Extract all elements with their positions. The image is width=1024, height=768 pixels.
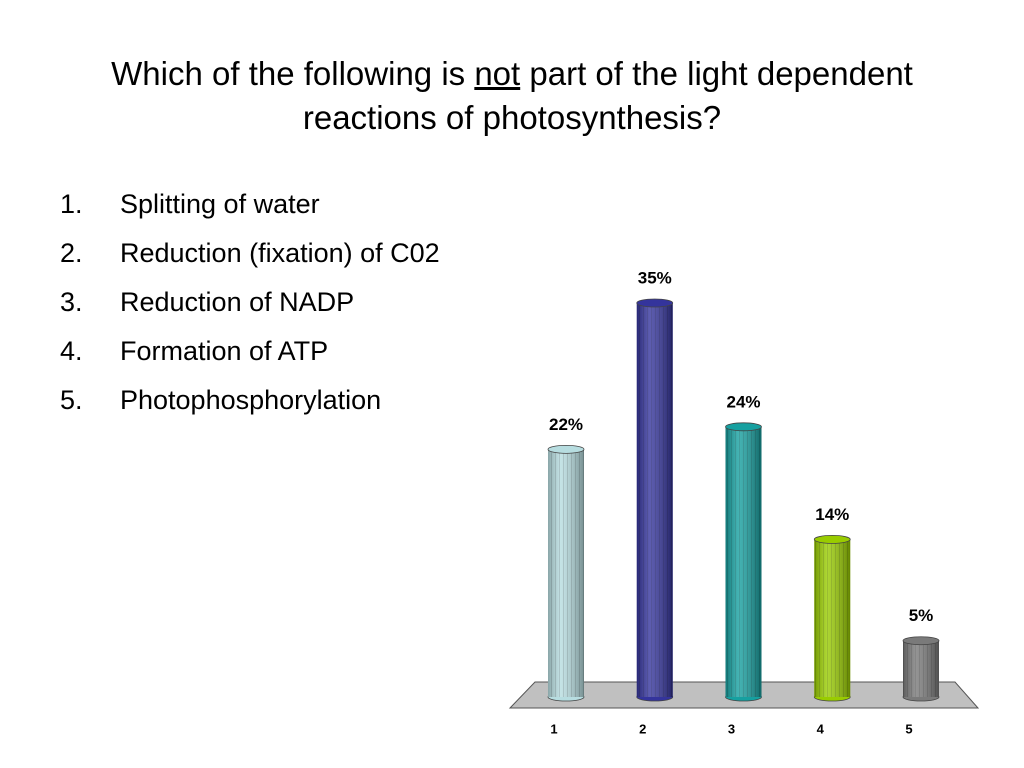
- option-text: Photophosphorylation: [120, 385, 382, 415]
- x-tick-label: 5: [905, 721, 912, 736]
- cylinder-top: [636, 298, 674, 308]
- bar-shade: [548, 449, 584, 697]
- data-label: 5%: [909, 606, 934, 625]
- option-text: Splitting of water: [120, 189, 320, 219]
- bar-shade: [725, 426, 762, 697]
- data-label: 35%: [638, 268, 672, 287]
- bar-shade: [814, 539, 851, 697]
- option-number: 2.: [60, 238, 83, 268]
- option-list: 1. Splitting of water 2. Reduction (fixatio…: [60, 188, 460, 433]
- bar-shade: [903, 640, 939, 697]
- title-text: Which of the following is: [111, 55, 466, 92]
- data-label: 14%: [815, 505, 849, 524]
- option-text: Formation of ATP: [120, 336, 329, 366]
- cylinder-top: [725, 422, 762, 432]
- bar-shade: [636, 303, 673, 697]
- title-text: part of the light dependent reactions of…: [302, 55, 913, 136]
- data-label: 24%: [726, 392, 760, 411]
- option: 4. Formation of ATP: [60, 335, 460, 368]
- option-number: 3.: [60, 287, 83, 317]
- option: 1. Splitting of water: [60, 188, 460, 221]
- option: 2. Reduction (fixation) of C02: [60, 237, 460, 270]
- x-tick-label: 2: [639, 721, 646, 736]
- data-label: 22%: [549, 415, 583, 434]
- cylinder-top: [813, 535, 851, 544]
- x-tick-label: 1: [550, 721, 557, 736]
- title-emphasis: not: [474, 55, 521, 92]
- cylinder-top: [902, 636, 940, 646]
- slide-title: Which of the following is not part of th…: [80, 52, 944, 140]
- option-text: Reduction of NADP: [120, 287, 355, 317]
- option: 5. Photophosphorylation: [60, 384, 460, 417]
- option-text: Reduction (fixation) of C02: [120, 238, 440, 268]
- option-number: 1.: [60, 189, 83, 219]
- x-tick-label: 4: [817, 721, 825, 736]
- option: 3. Reduction of NADP: [60, 286, 460, 319]
- option-number: 5.: [60, 385, 83, 415]
- x-tick-label: 3: [728, 721, 735, 736]
- cylinder-top: [547, 444, 585, 454]
- option-number: 4.: [60, 336, 83, 366]
